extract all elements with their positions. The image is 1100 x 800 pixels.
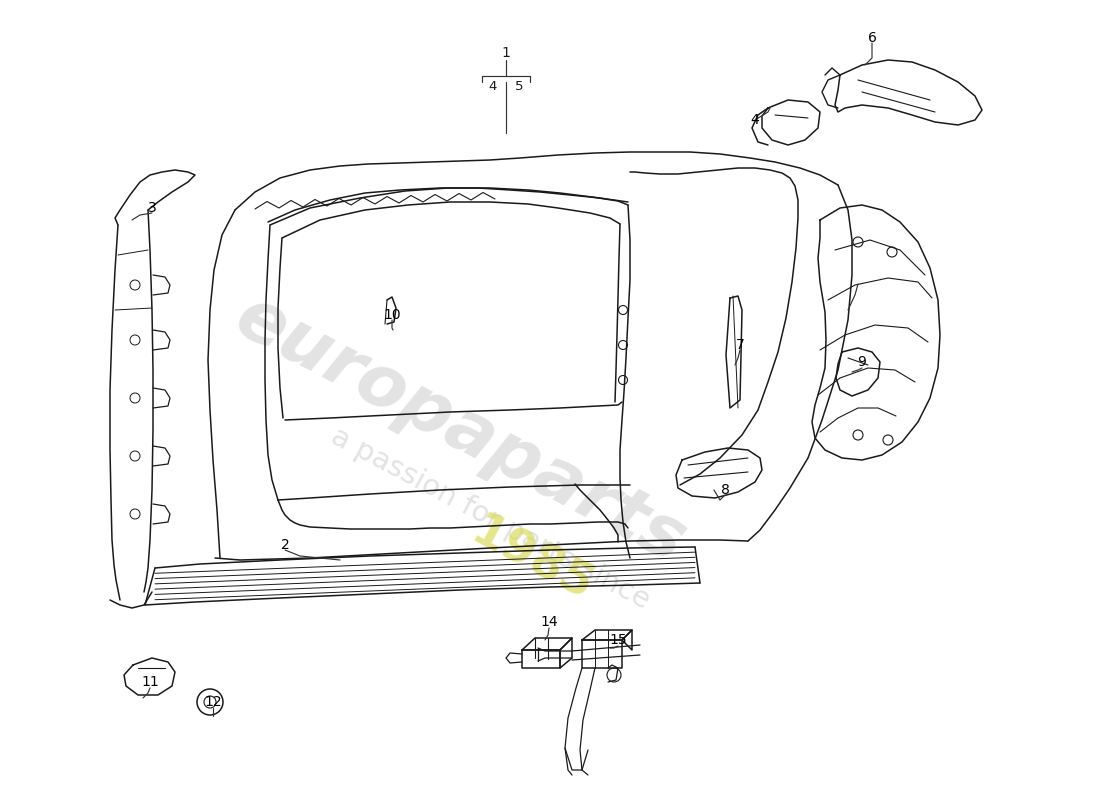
Text: 7: 7 bbox=[736, 338, 745, 352]
Text: 14: 14 bbox=[540, 615, 558, 629]
Text: 9: 9 bbox=[858, 355, 867, 369]
Text: 2: 2 bbox=[280, 538, 289, 552]
Text: 6: 6 bbox=[868, 31, 877, 45]
Text: 4: 4 bbox=[750, 113, 759, 127]
Text: europaparts: europaparts bbox=[223, 282, 696, 578]
Text: 11: 11 bbox=[141, 675, 158, 689]
Text: 8: 8 bbox=[720, 483, 729, 497]
Text: 10: 10 bbox=[383, 308, 400, 322]
Text: 1985: 1985 bbox=[463, 510, 601, 610]
Text: 1: 1 bbox=[502, 46, 510, 60]
Text: 12: 12 bbox=[205, 695, 222, 709]
Text: a passion for parts since: a passion for parts since bbox=[326, 422, 654, 614]
Text: 5: 5 bbox=[515, 79, 524, 93]
Text: 4: 4 bbox=[488, 79, 497, 93]
Text: 15: 15 bbox=[609, 633, 627, 647]
Text: 3: 3 bbox=[147, 201, 156, 215]
